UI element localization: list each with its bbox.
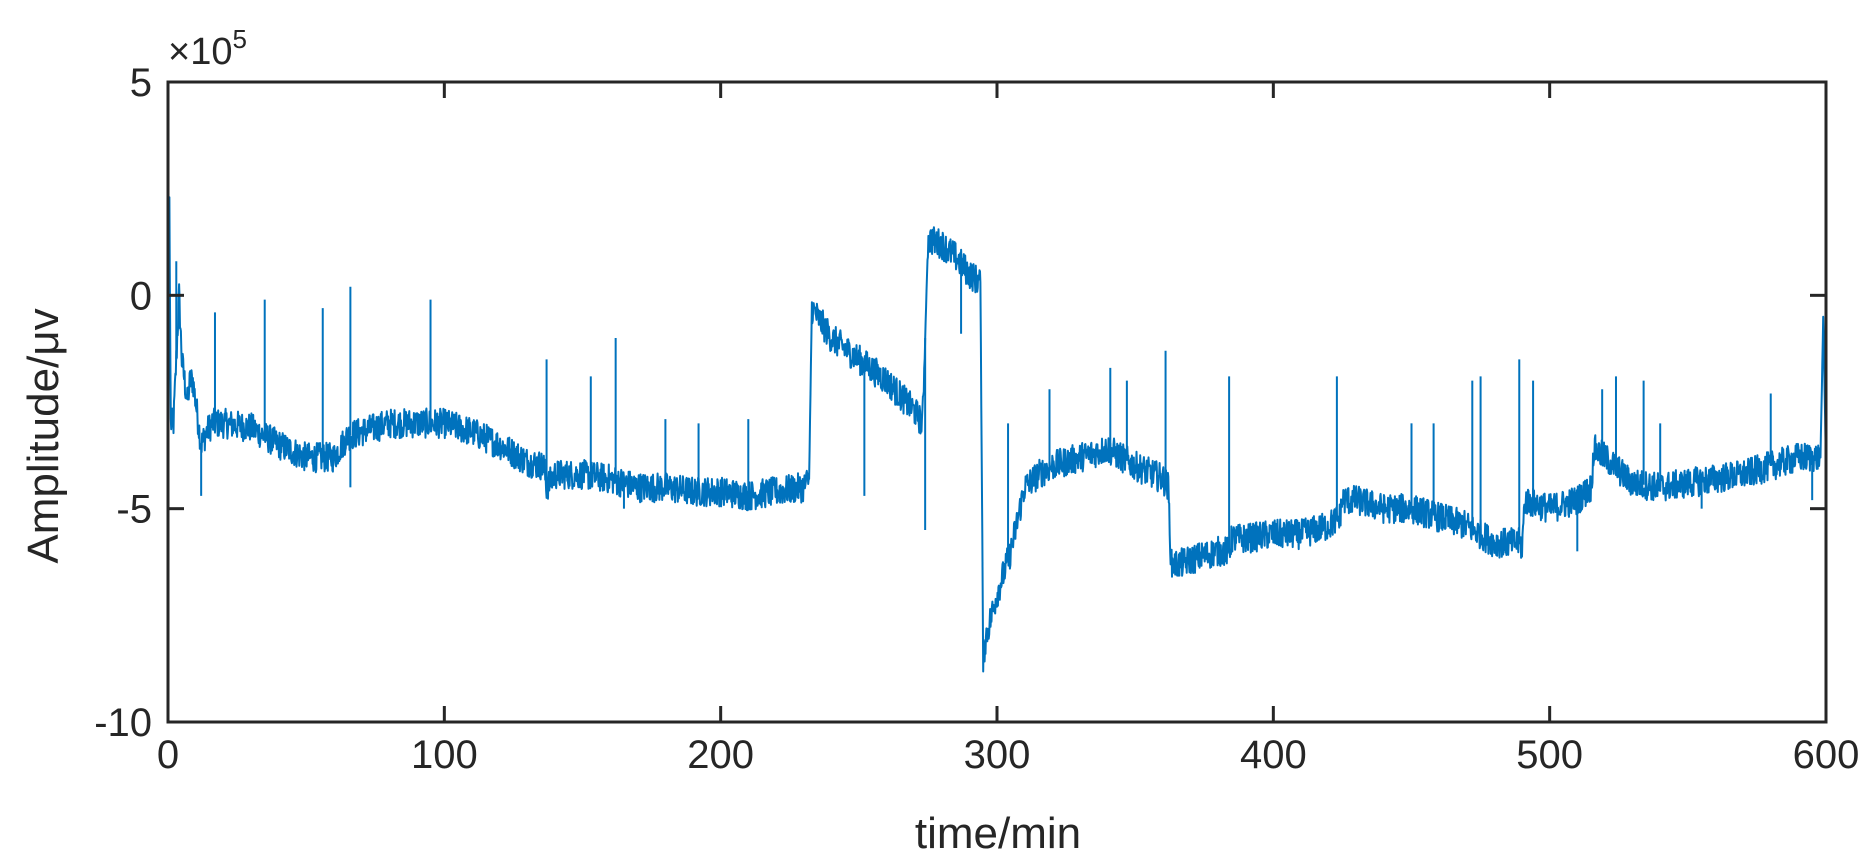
y-axis-label: Amplitude/μv	[19, 308, 68, 563]
y-axis-ticks: 5 0 -5 -10	[94, 61, 1826, 745]
y-tick-label: 0	[130, 274, 152, 318]
x-tick-label: 300	[964, 733, 1031, 777]
y-tick-label: -10	[94, 701, 152, 745]
y-exponent-label: ×105	[168, 24, 247, 73]
x-tick-label: 200	[687, 733, 754, 777]
y-tick-label: -5	[116, 488, 152, 532]
y-exponent-base: ×10	[168, 31, 232, 73]
series-line	[167, 196, 1827, 673]
y-tick-label: 5	[130, 61, 152, 105]
x-tick-label: 500	[1516, 733, 1583, 777]
y-exponent-power: 5	[232, 24, 246, 54]
x-tick-label: 100	[411, 733, 478, 777]
x-tick-label: 0	[157, 733, 179, 777]
spikes-group	[175, 261, 1814, 560]
x-axis-ticks: 0 100 200 300 400 500 600	[157, 82, 1860, 777]
x-tick-label: 400	[1240, 733, 1307, 777]
x-axis-label: time/min	[915, 809, 1081, 858]
plot-area	[167, 196, 1827, 673]
x-tick-label: 600	[1793, 733, 1860, 777]
